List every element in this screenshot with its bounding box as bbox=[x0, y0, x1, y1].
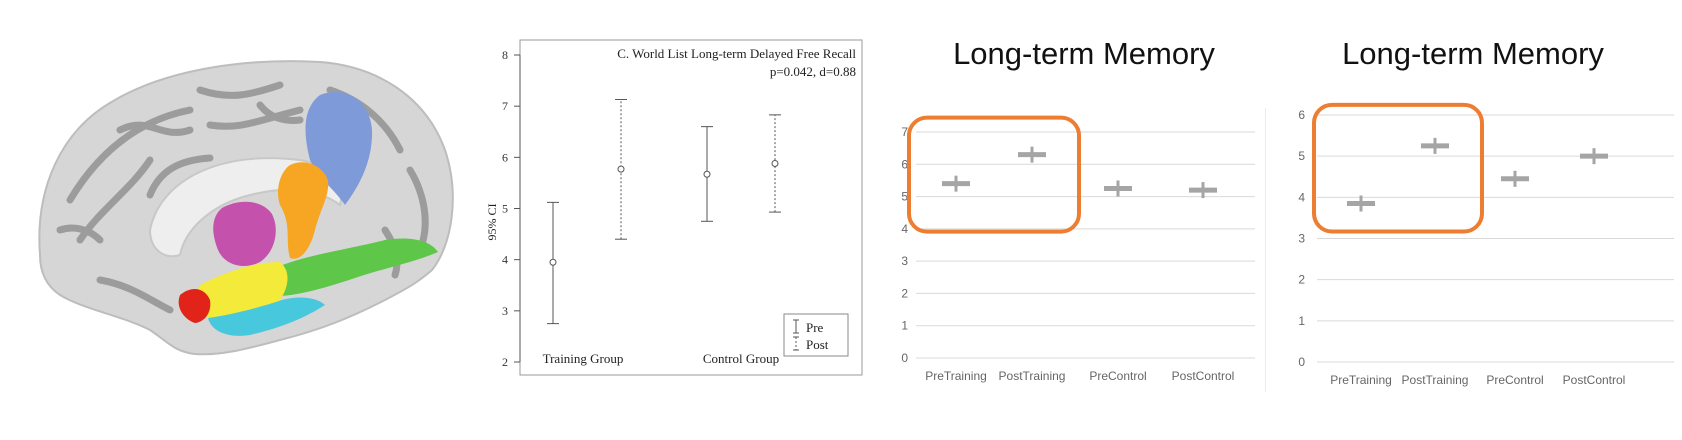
x-category-label: PreTraining bbox=[1330, 373, 1392, 387]
y-tick-label: 4 bbox=[901, 222, 908, 236]
region-posterior-cingulate bbox=[278, 162, 329, 259]
data-marker-PostControl bbox=[1580, 148, 1608, 165]
y-tick-label: 6 bbox=[502, 150, 508, 164]
x-category-label: Training Group bbox=[543, 351, 624, 366]
ltm-chart-2-panel: Long-term Memory 0 1 2 3 4 5 6 PreTraining Post… bbox=[1265, 0, 1682, 440]
region-entorhinal bbox=[208, 297, 325, 336]
highlight-box bbox=[907, 115, 1081, 234]
y-tick-label: 2 bbox=[1298, 273, 1305, 287]
ltm-chart-2: Long-term Memory 0 1 2 3 4 5 6 PreTraining Post… bbox=[1265, 36, 1674, 392]
brain-illustration bbox=[0, 0, 470, 440]
y-tick-label: 5 bbox=[901, 190, 908, 204]
errorbar-chart-panel: 2 3 4 5 6 7 8 C. World List Long-term Delayed … bbox=[470, 0, 880, 440]
x-category-label: PostTraining bbox=[1402, 373, 1469, 387]
legend-item-pre: Pre bbox=[793, 319, 824, 335]
highlight-box bbox=[1312, 102, 1484, 234]
y-tick-label: 2 bbox=[901, 286, 908, 300]
y-tick-label: 7 bbox=[502, 99, 508, 113]
x-category-label: PostControl bbox=[1563, 373, 1626, 387]
legend-label-pre: Pre bbox=[806, 320, 824, 335]
y-tick-label: 5 bbox=[502, 202, 508, 216]
errorbar-pre-0 bbox=[547, 201, 559, 325]
y-tick-label: 4 bbox=[1298, 190, 1305, 204]
x-category-label: PreControl bbox=[1089, 369, 1146, 383]
data-marker-PreTraining bbox=[1347, 195, 1375, 212]
chart-title: Long-term Memory bbox=[953, 36, 1215, 71]
errorbar-pre-1 bbox=[701, 126, 713, 222]
ltm-chart-1-panel: Long-term Memory 0 1 2 3 4 5 6 7 PreTraining Pos… bbox=[880, 0, 1265, 440]
y-tick-label: 5 bbox=[1298, 149, 1305, 163]
y-tick-label: 8 bbox=[502, 48, 508, 62]
y-tick-label: 7 bbox=[901, 125, 908, 139]
data-marker-PreTraining bbox=[942, 175, 970, 192]
errorbar-chart: 2 3 4 5 6 7 8 C. World List Long-term Delayed … bbox=[485, 39, 863, 376]
x-category-label: PostTraining bbox=[999, 369, 1066, 383]
x-category-label: PostControl bbox=[1172, 369, 1235, 383]
legend-label-post: Post bbox=[806, 337, 829, 352]
region-thalamus bbox=[213, 201, 276, 266]
errorbar-mean-point bbox=[703, 170, 711, 178]
y-axis-label: 95% CI bbox=[485, 204, 499, 241]
data-marker-PreControl bbox=[1104, 180, 1132, 197]
legend-item-post: Post bbox=[793, 336, 829, 352]
x-category-label: PreTraining bbox=[925, 369, 987, 383]
chart-title: C. World List Long-term Delayed Free Rec… bbox=[617, 46, 856, 61]
data-marker-PreControl bbox=[1501, 170, 1529, 187]
y-tick-label: 6 bbox=[901, 157, 908, 171]
data-marker-PostControl bbox=[1189, 182, 1217, 199]
chart-title: Long-term Memory bbox=[1342, 36, 1604, 71]
ltm-chart-1: Long-term Memory 0 1 2 3 4 5 6 7 PreTraining Pos… bbox=[901, 36, 1255, 383]
y-tick-label: 0 bbox=[1298, 355, 1305, 369]
region-parahippocampal bbox=[271, 238, 438, 296]
y-tick-label: 2 bbox=[502, 355, 508, 369]
errorbar-mean-point bbox=[617, 165, 625, 173]
x-category-label: PreControl bbox=[1486, 373, 1543, 387]
legend-box bbox=[783, 313, 849, 357]
region-temporal-pole bbox=[178, 288, 211, 323]
y-tick-label: 1 bbox=[901, 319, 908, 333]
errorbar-post-0 bbox=[615, 99, 627, 240]
y-tick-label: 3 bbox=[1298, 232, 1305, 246]
data-marker-PostTraining bbox=[1421, 137, 1449, 154]
errorbar-mean-point bbox=[771, 159, 779, 167]
y-tick-label: 4 bbox=[502, 253, 508, 267]
region-hippocampus bbox=[195, 262, 288, 319]
y-tick-label: 6 bbox=[1298, 108, 1305, 122]
y-tick-label: 3 bbox=[901, 254, 908, 268]
errorbar-post-1 bbox=[769, 114, 781, 213]
data-marker-PostTraining bbox=[1018, 146, 1046, 163]
y-tick-label: 0 bbox=[901, 351, 908, 365]
errorbar-mean-point bbox=[549, 258, 557, 266]
chart-subtitle: p=0.042, d=0.88 bbox=[770, 64, 856, 79]
y-tick-label: 3 bbox=[502, 304, 508, 318]
y-tick-label: 1 bbox=[1298, 314, 1305, 328]
x-category-label: Control Group bbox=[703, 351, 779, 366]
